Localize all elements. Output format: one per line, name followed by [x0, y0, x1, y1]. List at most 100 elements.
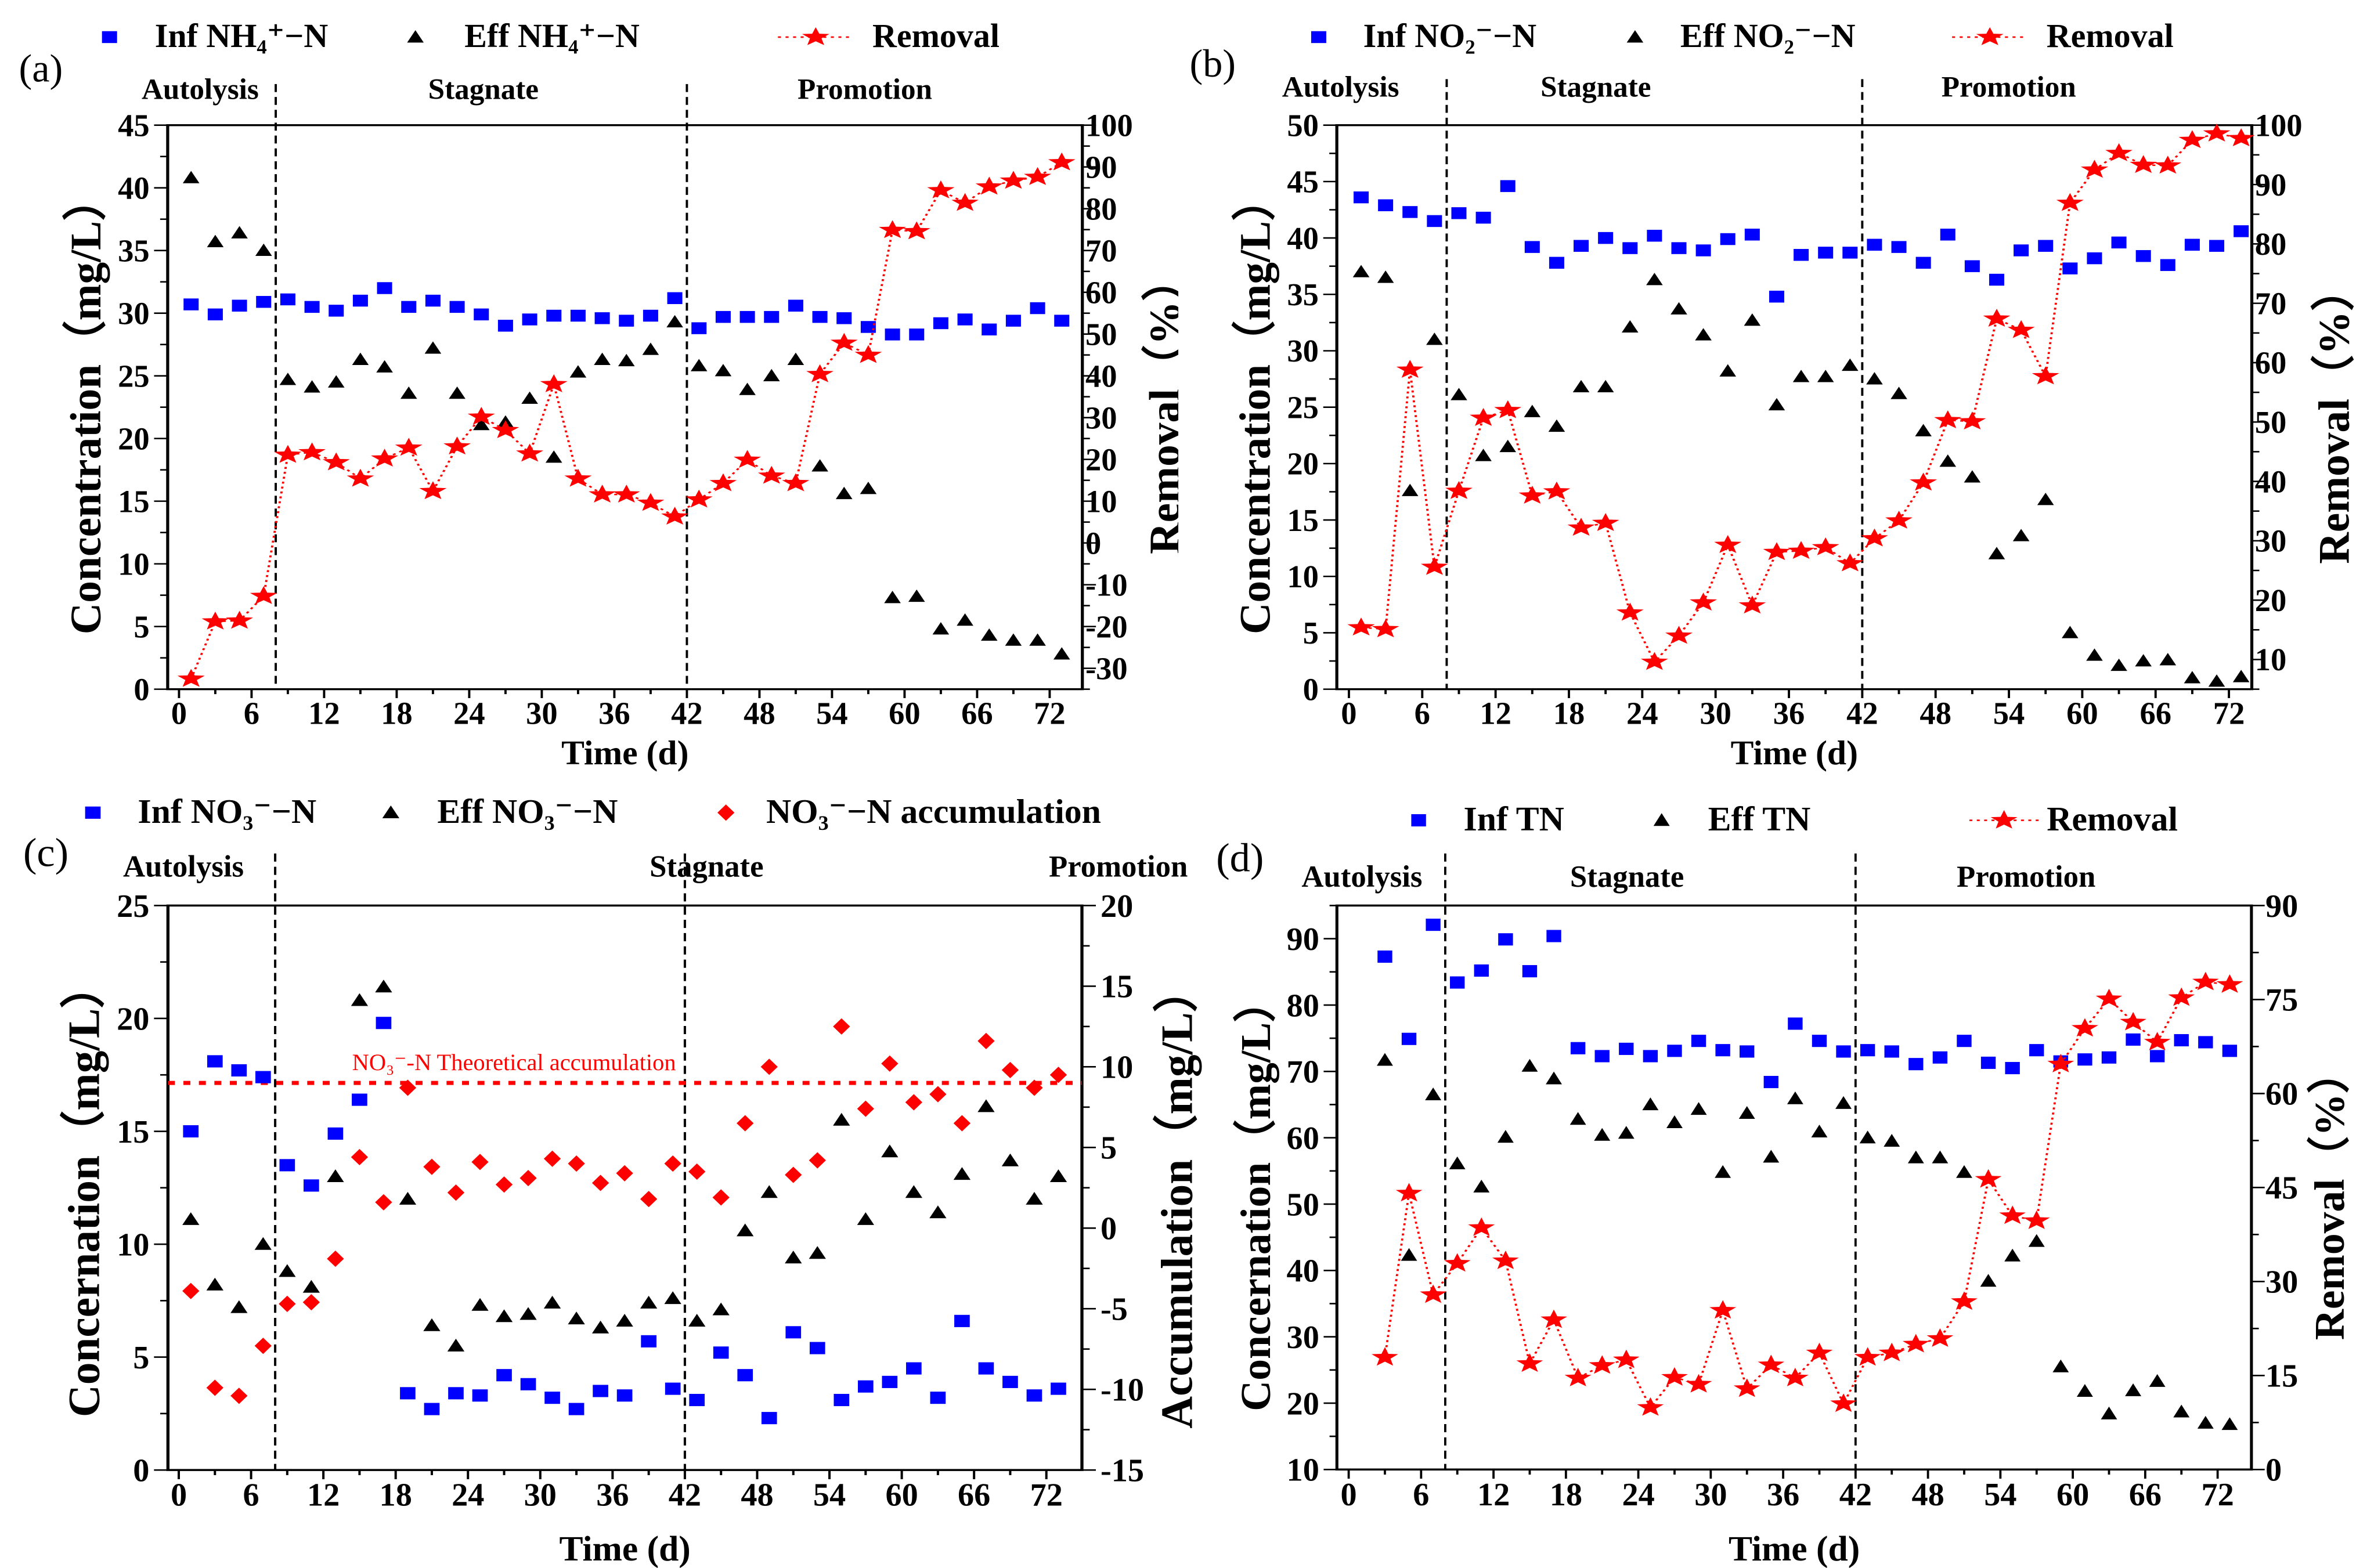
data-point	[400, 1387, 416, 1400]
data-point	[1499, 439, 1516, 453]
y-right-tick-label: 10	[2255, 642, 2287, 677]
data-point	[739, 382, 756, 395]
legend-label: Inf NO₃⁻−N	[138, 792, 316, 830]
data-point	[1787, 541, 1815, 559]
data-point	[254, 1338, 272, 1354]
data-point	[2101, 1051, 2117, 1064]
data-point	[785, 1326, 802, 1339]
data-point	[472, 1389, 488, 1402]
data-point	[953, 1167, 971, 1180]
x-axis-title: Time (d)	[561, 734, 688, 772]
data-point	[2014, 244, 2029, 256]
data-point	[1763, 542, 1791, 561]
data-point	[1567, 518, 1595, 536]
data-point	[545, 450, 562, 463]
series-star	[1347, 123, 2255, 670]
x-tick-label: 12	[307, 1477, 340, 1513]
data-point	[347, 468, 374, 487]
data-point	[1806, 1342, 1833, 1361]
data-point	[2159, 653, 2177, 666]
data-point	[2222, 1045, 2238, 1057]
legend-item: Eff NH₄⁺−N	[407, 17, 640, 55]
x-tick-label: 0	[171, 1477, 187, 1513]
legend-triangle-icon	[407, 30, 424, 43]
data-point	[1733, 1378, 1760, 1397]
data-point	[495, 1309, 513, 1323]
y-left-tick-label: 20	[117, 1001, 149, 1037]
data-point	[1594, 1128, 1611, 1141]
data-point	[1890, 386, 1907, 399]
data-point	[492, 420, 519, 439]
data-point	[905, 1185, 923, 1198]
data-point	[1763, 1075, 1778, 1089]
data-point	[980, 628, 998, 641]
data-point	[1934, 410, 1962, 428]
data-point	[2232, 670, 2250, 682]
y-right-tick-label: 5	[1101, 1130, 1117, 1166]
data-point	[591, 1175, 609, 1191]
y-left-tick-label: 25	[117, 888, 149, 924]
data-point	[2192, 971, 2219, 991]
data-point	[2111, 236, 2127, 249]
data-point	[1420, 1284, 1447, 1303]
x-tick-label: 36	[598, 695, 630, 731]
data-point	[1720, 233, 1736, 245]
data-point	[905, 1094, 923, 1111]
y-right-tick-label: 0	[2265, 1453, 2282, 1488]
data-point	[256, 296, 272, 308]
data-point	[544, 1392, 560, 1404]
data-point	[2209, 240, 2225, 252]
data-point	[1787, 1091, 1803, 1104]
data-point	[664, 1291, 681, 1305]
data-point	[1574, 240, 1589, 252]
data-point	[709, 473, 737, 492]
y-left-tick-label: 50	[1287, 1187, 1319, 1223]
data-point	[1492, 1251, 1519, 1269]
series-square	[183, 1017, 1066, 1425]
data-point	[1926, 1328, 1954, 1347]
legend-item: NO₃⁻−N accumulation	[717, 792, 1101, 830]
y-left-tick-label: 35	[118, 233, 150, 268]
data-point	[376, 360, 393, 373]
series-square	[1377, 919, 2238, 1089]
y-left-tick-label: 20	[1287, 1386, 1319, 1422]
x-tick-label: 72	[1034, 695, 1066, 731]
data-point	[1598, 232, 1614, 244]
data-point	[953, 1115, 971, 1132]
data-point	[1646, 273, 1663, 286]
data-point	[2037, 493, 2054, 505]
data-point	[1758, 1354, 1785, 1374]
data-point	[448, 1387, 464, 1400]
x-tick-label: 18	[380, 1477, 412, 1513]
data-point	[1616, 602, 1644, 621]
data-point	[1884, 1045, 1899, 1058]
phase-label-stagnate: Stagnate	[650, 850, 763, 883]
x-tick-label: 30	[526, 695, 558, 731]
data-point	[643, 309, 658, 322]
data-point	[1691, 1035, 1706, 1047]
data-point	[715, 310, 731, 323]
data-point	[1842, 247, 1858, 259]
phase-label-stagnate: Stagnate	[428, 73, 539, 106]
data-point	[1642, 1097, 1659, 1111]
y-left-tick-label: 5	[134, 609, 149, 644]
legend-item: Eff NO₂⁻−N	[1626, 17, 1856, 55]
data-point	[206, 1379, 223, 1396]
data-point	[1401, 483, 1419, 496]
data-point	[2076, 1384, 2093, 1397]
data-point	[2004, 1248, 2021, 1262]
x-axis-title: Time (d)	[560, 1529, 691, 1568]
data-point	[882, 1375, 898, 1388]
data-point	[1744, 313, 1761, 326]
data-point	[279, 1295, 296, 1312]
y-left-tick-label: 0	[133, 1453, 149, 1488]
data-point	[1426, 919, 1441, 931]
y-right-tick-label: -10	[1101, 1372, 1144, 1408]
x-tick-label: 66	[958, 1477, 990, 1513]
data-point	[1667, 1045, 1682, 1057]
x-tick-label: 6	[243, 1477, 259, 1513]
series-square	[183, 282, 1070, 341]
data-point	[763, 368, 780, 382]
data-point	[809, 1342, 825, 1354]
